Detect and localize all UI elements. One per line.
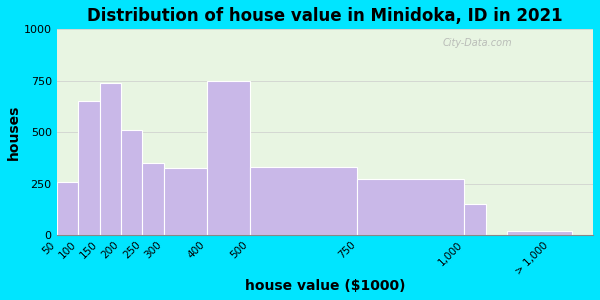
Text: City-Data.com: City-Data.com [443, 38, 512, 47]
Bar [142, 163, 164, 235]
Bar [56, 182, 78, 235]
Y-axis label: houses: houses [7, 104, 21, 160]
Bar [464, 204, 486, 235]
Title: Distribution of house value in Minidoka, ID in 2021: Distribution of house value in Minidoka,… [87, 7, 563, 25]
Bar [207, 81, 250, 235]
Bar [507, 231, 572, 235]
Bar [357, 179, 464, 235]
Bar [78, 101, 100, 235]
Bar [100, 83, 121, 235]
X-axis label: house value ($1000): house value ($1000) [245, 279, 405, 293]
Bar [121, 130, 142, 235]
Bar [164, 168, 207, 235]
Bar [250, 167, 357, 235]
